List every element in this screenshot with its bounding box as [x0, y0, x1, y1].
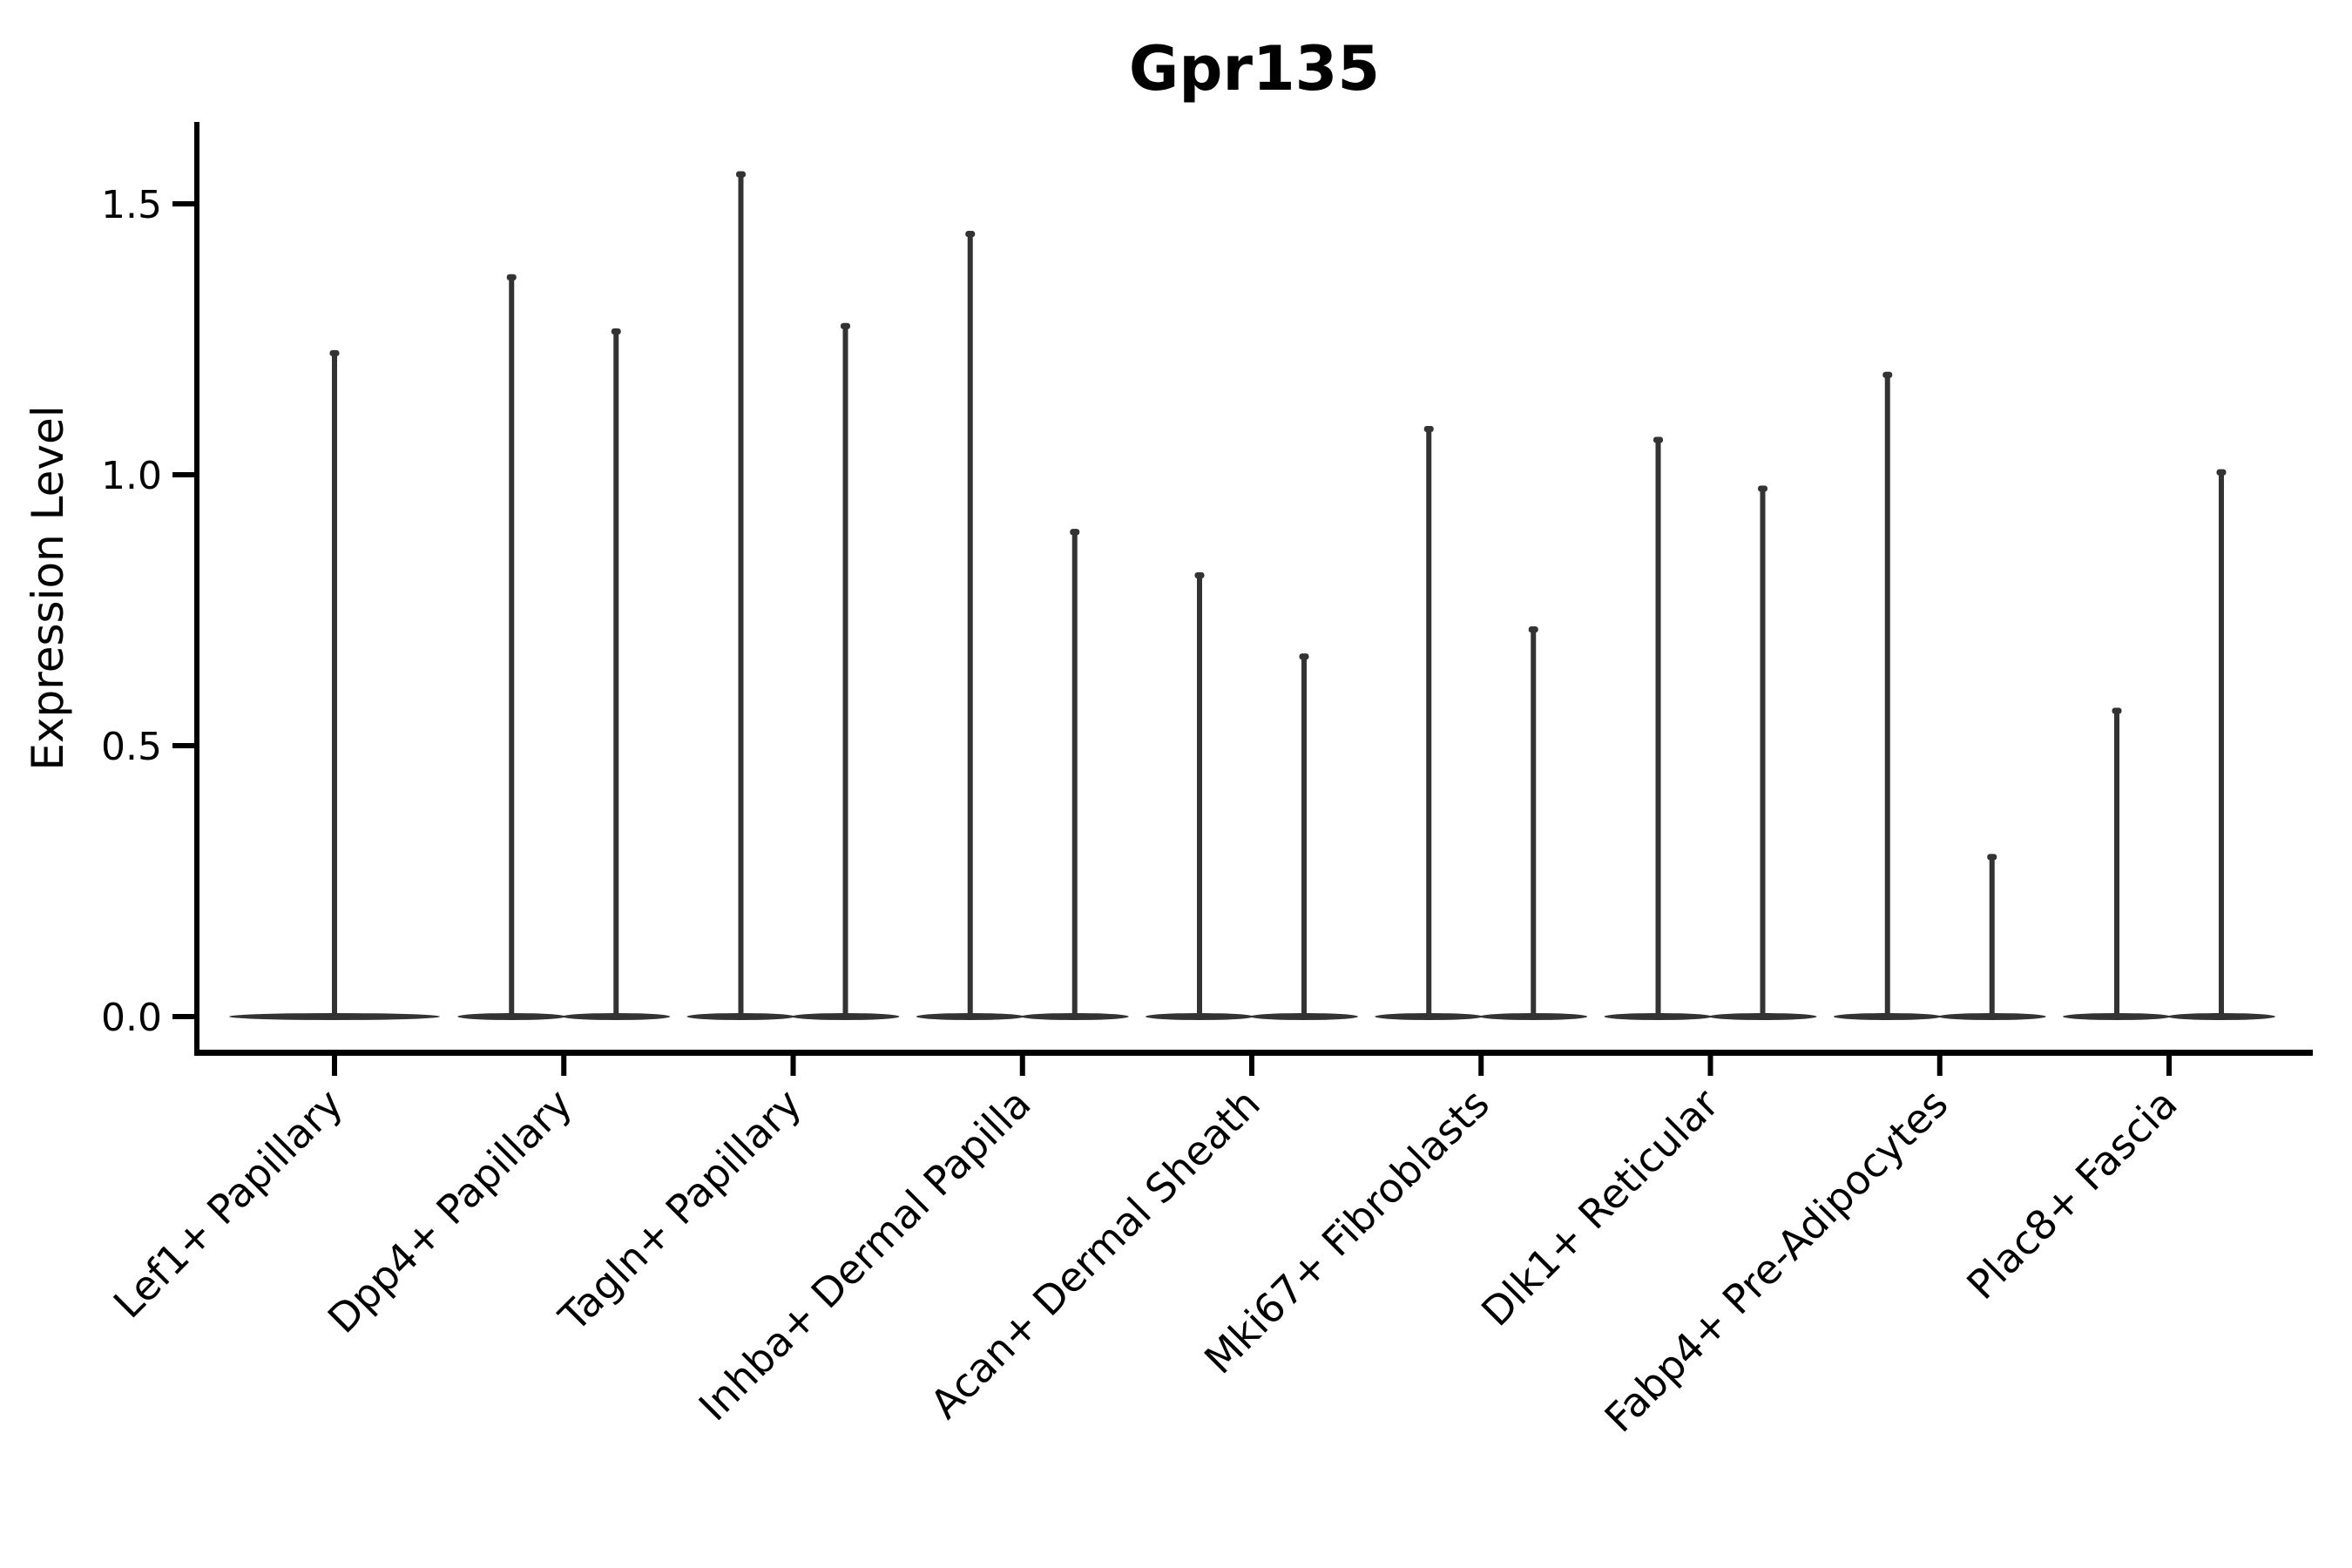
- violin-spike: [509, 274, 515, 1019]
- violin-spike-tip: [2216, 469, 2227, 476]
- y-axis-label: Expression Level: [23, 405, 73, 770]
- violin-spike: [842, 322, 848, 1020]
- y-tick-mark: [172, 1014, 197, 1019]
- violin-spike: [2219, 469, 2224, 1019]
- violin-spike-tip: [965, 231, 976, 238]
- violin-spike-tip: [329, 349, 340, 356]
- y-axis: 0.0 0.5 1.0 1.5: [101, 122, 199, 1055]
- violin-spike: [2114, 707, 2119, 1019]
- violin-spike: [1989, 854, 1995, 1019]
- x-tick-label: Plac8+ Fascia: [1957, 1080, 2186, 1308]
- violin-category: [1146, 571, 1358, 1020]
- violin-category: [229, 349, 440, 1020]
- y-tick-mark: [172, 472, 197, 477]
- x-tick-mark: [1478, 1055, 1484, 1076]
- violin-spike: [332, 349, 337, 1019]
- x-tick-label: Dpp4+ Papillary: [319, 1080, 581, 1342]
- violin-category: [1604, 436, 1817, 1020]
- violin-spike: [1071, 529, 1078, 1019]
- y-tick-label: 1.0: [101, 454, 162, 498]
- violin-spike-tip: [736, 171, 746, 178]
- x-tick-mark: [1936, 1055, 1943, 1076]
- x-tick-mark: [2166, 1055, 2172, 1076]
- violin-spike-tip: [1882, 371, 1893, 378]
- violin-spike: [1426, 426, 1432, 1019]
- y-tick-mark: [172, 743, 197, 748]
- x-tick-label: Dlk1+ Reticular: [1472, 1080, 1727, 1335]
- y-tick-label: 1.5: [101, 183, 162, 227]
- violin-spike: [1655, 436, 1661, 1020]
- violin-spike: [738, 171, 744, 1019]
- violin-category: [1833, 371, 2046, 1020]
- violin-spike-tip: [1299, 653, 1309, 660]
- violin-category: [686, 171, 900, 1020]
- violin-category: [1375, 426, 1588, 1020]
- violin-category: [457, 274, 671, 1020]
- violin-spike-tip: [1423, 426, 1434, 433]
- violin-spike: [613, 328, 619, 1019]
- x-tick-mark: [1707, 1055, 1713, 1076]
- violin-spike-tip: [1758, 485, 1767, 492]
- violin-spike: [1197, 571, 1202, 1019]
- x-tick-mark: [561, 1055, 567, 1076]
- violin-spike-tip: [611, 328, 621, 335]
- x-tick-mark: [332, 1055, 337, 1076]
- violin-spike: [1884, 371, 1890, 1019]
- x-tick-mark: [1249, 1055, 1254, 1076]
- violin-spike-tip: [1653, 436, 1663, 443]
- violin-spike-tip: [1070, 529, 1080, 536]
- violin-spike: [967, 231, 973, 1020]
- violin-spike: [1301, 653, 1307, 1019]
- violin-category: [916, 231, 1129, 1020]
- x-tick-label: Lef1+ Papillary: [105, 1080, 352, 1328]
- violins-group: [229, 171, 2275, 1020]
- violin-spike-tip: [1528, 626, 1538, 633]
- y-tick-label: 0.5: [101, 725, 162, 769]
- violin-spike: [1531, 626, 1537, 1019]
- violin-category: [2063, 469, 2275, 1020]
- chart-title: Gpr135: [1129, 33, 1380, 105]
- x-tick-mark: [1019, 1055, 1025, 1076]
- y-tick-mark: [172, 201, 197, 206]
- bottom-spine: [194, 1050, 2313, 1056]
- violin-spike: [1760, 485, 1766, 1019]
- x-tick-mark: [790, 1055, 796, 1076]
- violin-spike-tip: [841, 322, 850, 329]
- violin-spike-tip: [2112, 707, 2122, 714]
- left-spine: [194, 122, 199, 1055]
- violin-spike-tip: [1987, 854, 1997, 861]
- x-tick-label: Tagln+ Papillary: [550, 1080, 811, 1342]
- y-tick-label: 0.0: [101, 996, 162, 1040]
- violin-spike-tip: [506, 274, 517, 280]
- violin-spike-tip: [1194, 571, 1205, 578]
